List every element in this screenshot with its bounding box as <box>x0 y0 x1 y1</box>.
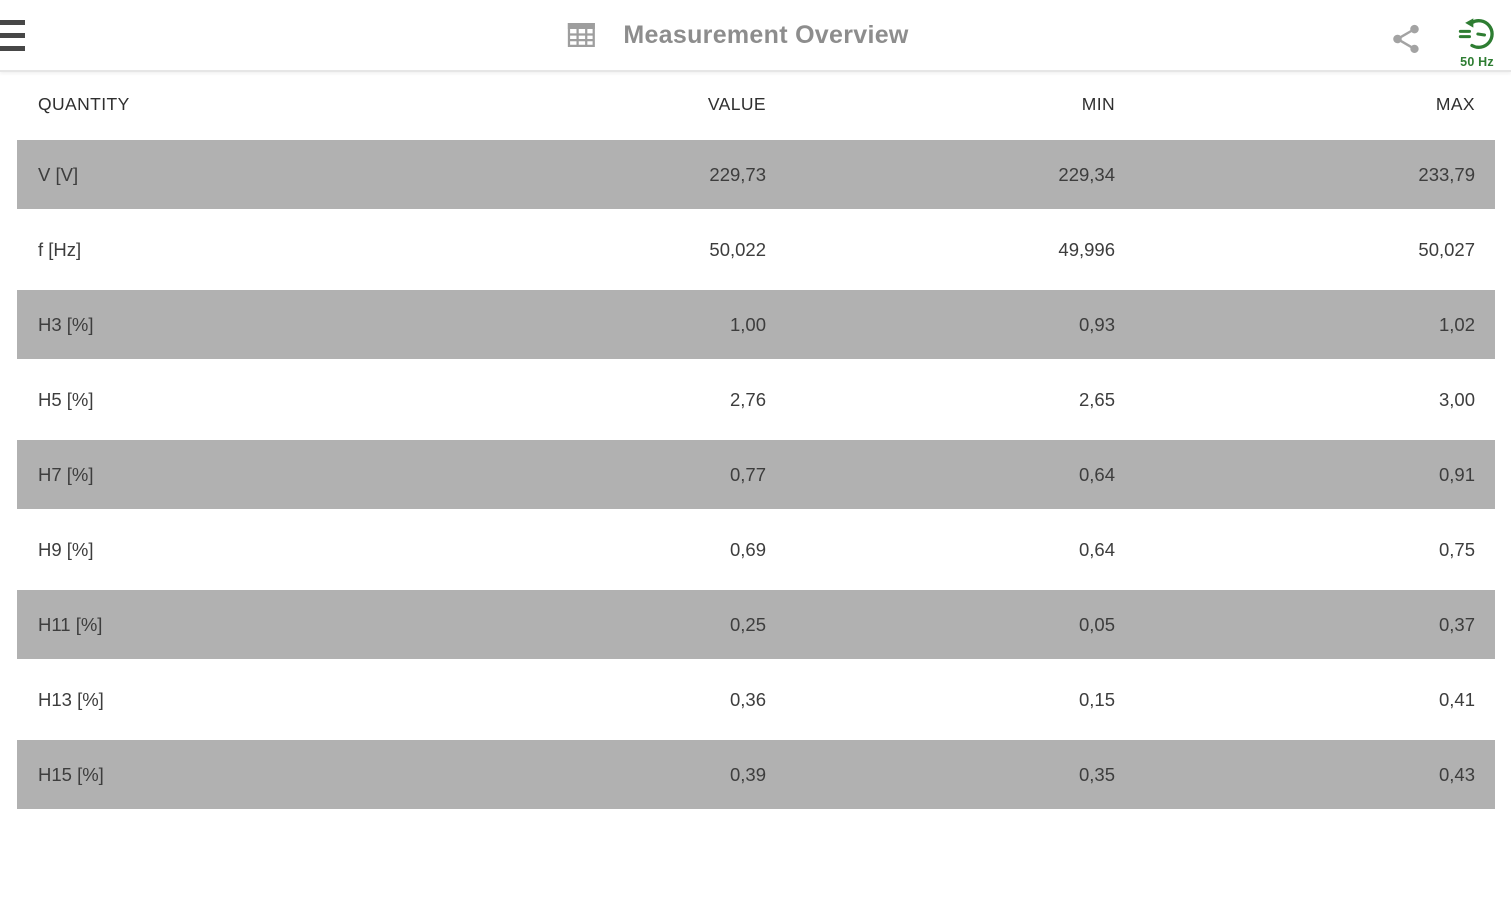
cell-value: 2,76 <box>729 388 766 410</box>
table-row[interactable]: H9 [%] 0,69 0,64 0,75 <box>17 512 1495 587</box>
nominal-frequency-icon <box>1458 18 1494 49</box>
cell-max: 0,41 <box>1438 688 1475 710</box>
table-grid-icon <box>563 17 599 53</box>
nominal-frequency-button[interactable]: 50 Hz <box>1457 14 1497 69</box>
app-bar: Measurement Overview 50 Hz <box>0 0 1511 72</box>
cell-quantity: H9 [%] <box>38 538 94 560</box>
cell-value: 50,022 <box>709 238 766 260</box>
cell-max: 1,02 <box>1438 313 1475 335</box>
frequency-label: 50 Hz <box>1460 55 1494 69</box>
cell-value: 0,39 <box>729 763 766 785</box>
cell-max: 233,79 <box>1418 163 1475 185</box>
cell-max: 0,91 <box>1438 463 1475 485</box>
cell-quantity: V [V] <box>38 163 79 185</box>
cell-value: 0,77 <box>729 463 766 485</box>
title-group: Measurement Overview <box>563 0 908 70</box>
table-row[interactable]: H3 [%] 1,00 0,93 1,02 <box>17 287 1495 362</box>
table-row[interactable]: H15 [%] 0,39 0,35 0,43 <box>17 737 1495 812</box>
cell-min: 0,35 <box>1078 763 1115 785</box>
menu-button[interactable] <box>0 13 35 57</box>
cell-min: 49,996 <box>1058 238 1115 260</box>
column-header-min: MIN <box>1081 94 1115 114</box>
cell-min: 0,93 <box>1078 313 1115 335</box>
cell-quantity: H11 [%] <box>38 613 103 635</box>
cell-min: 229,34 <box>1058 163 1115 185</box>
cell-value: 229,73 <box>709 163 766 185</box>
cell-max: 50,027 <box>1418 238 1475 260</box>
cell-value: 0,36 <box>729 688 766 710</box>
table-row[interactable]: H7 [%] 0,77 0,64 0,91 <box>17 437 1495 512</box>
cell-value: 0,25 <box>729 613 766 635</box>
column-header-value: VALUE <box>707 94 766 114</box>
app-bar-actions: 50 Hz <box>1389 6 1497 69</box>
cell-min: 0,05 <box>1078 613 1115 635</box>
cell-quantity: H13 [%] <box>38 688 104 710</box>
table-row[interactable]: f [Hz] 50,022 49,996 50,027 <box>17 212 1495 287</box>
table-row[interactable]: H13 [%] 0,36 0,15 0,41 <box>17 662 1495 737</box>
cell-max: 0,43 <box>1438 763 1475 785</box>
cell-max: 0,75 <box>1438 538 1475 560</box>
column-header-quantity: QUANTITY <box>38 94 130 114</box>
cell-value: 1,00 <box>729 313 766 335</box>
table-row[interactable]: H11 [%] 0,25 0,05 0,37 <box>17 587 1495 662</box>
cell-min: 0,64 <box>1078 463 1115 485</box>
cell-quantity: H15 [%] <box>38 763 104 785</box>
measurement-table: QUANTITY VALUE MIN MAX V [V] 229,73 229,… <box>17 72 1495 812</box>
cell-min: 0,64 <box>1078 538 1115 560</box>
column-header-max: MAX <box>1435 94 1475 114</box>
table-header-row: QUANTITY VALUE MIN MAX <box>17 72 1495 137</box>
cell-quantity: H3 [%] <box>38 313 94 335</box>
table-row[interactable]: H5 [%] 2,76 2,65 3,00 <box>17 362 1495 437</box>
cell-max: 3,00 <box>1438 388 1475 410</box>
share-icon <box>1393 24 1419 54</box>
cell-quantity: H7 [%] <box>38 463 94 485</box>
cell-min: 2,65 <box>1078 388 1115 410</box>
cell-max: 0,37 <box>1438 613 1475 635</box>
table-row[interactable]: V [V] 229,73 229,34 233,79 <box>17 137 1495 212</box>
measurement-table-body: V [V] 229,73 229,34 233,79 f [Hz] 50,022… <box>17 137 1495 812</box>
cell-min: 0,15 <box>1078 688 1115 710</box>
cell-quantity: f [Hz] <box>38 238 82 260</box>
page-title: Measurement Overview <box>623 20 909 49</box>
cell-value: 0,69 <box>729 538 766 560</box>
cell-quantity: H5 [%] <box>38 388 94 410</box>
menu-icon <box>0 19 25 25</box>
share-button[interactable] <box>1389 22 1423 56</box>
